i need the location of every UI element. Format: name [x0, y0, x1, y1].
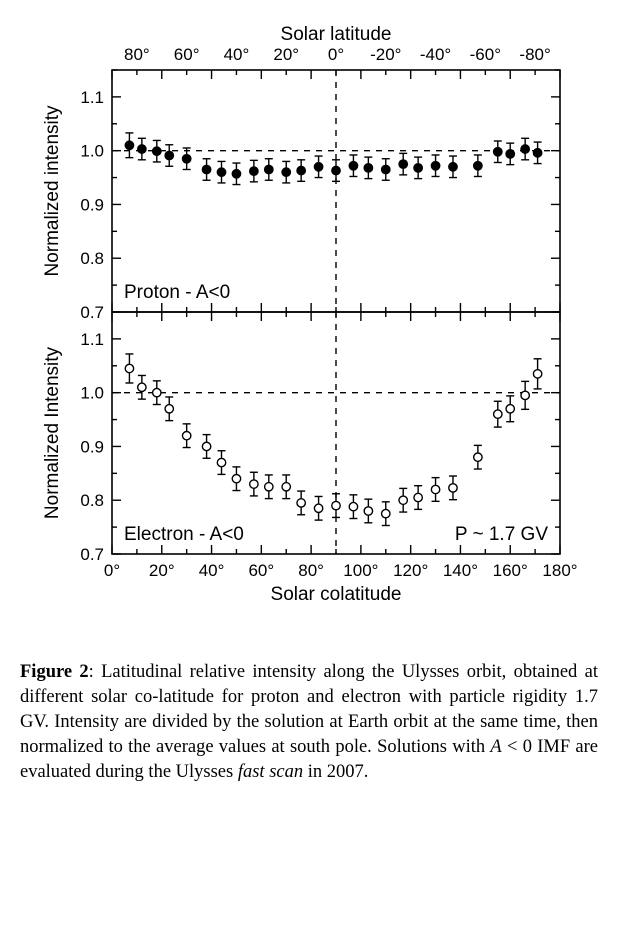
svg-text:140°: 140° — [443, 561, 478, 580]
svg-text:1.1: 1.1 — [80, 88, 104, 107]
caption-italic-fastscan: fast scan — [238, 762, 303, 782]
svg-text:180°: 180° — [542, 561, 577, 580]
svg-text:0.7: 0.7 — [80, 303, 104, 322]
svg-text:0.7: 0.7 — [80, 545, 104, 564]
svg-text:20°: 20° — [149, 561, 175, 580]
chart-svg: Solar latitude 0.7 0.8 0.9 1.0 1.1 80° 60° 40° 20… — [20, 20, 580, 630]
svg-text:100°: 100° — [343, 561, 378, 580]
svg-text:-80°: -80° — [519, 45, 550, 64]
svg-text:0.8: 0.8 — [80, 491, 104, 510]
svg-text:40°: 40° — [224, 45, 250, 64]
svg-text:0.8: 0.8 — [80, 249, 104, 268]
svg-text:-20°: -20° — [370, 45, 401, 64]
svg-text:-40°: -40° — [420, 45, 451, 64]
svg-text:0.9: 0.9 — [80, 437, 104, 456]
svg-text:1.1: 1.1 — [80, 330, 104, 349]
caption-italic-A: A — [490, 737, 501, 757]
svg-text:0°: 0° — [328, 45, 344, 64]
svg-text:40°: 40° — [199, 561, 225, 580]
svg-text:Solar latitude: Solar latitude — [281, 24, 392, 45]
svg-text:120°: 120° — [393, 561, 428, 580]
svg-text:0°: 0° — [104, 561, 120, 580]
svg-text:-60°: -60° — [470, 45, 501, 64]
svg-text:Electron - A<0: Electron - A<0 — [124, 524, 244, 545]
svg-text:60°: 60° — [174, 45, 200, 64]
chart-area: Solar latitude 0.7 0.8 0.9 1.0 1.1 80° 60° 40° 20… — [20, 20, 580, 630]
figure-container: Solar latitude 0.7 0.8 0.9 1.0 1.1 80° 60° 40° 20… — [20, 20, 598, 785]
svg-text:Solar colatitude: Solar colatitude — [271, 584, 402, 605]
figure-caption: Figure 2: Latitudinal relative intensity… — [20, 660, 598, 785]
caption-text-4: in 2007. — [303, 762, 368, 782]
svg-text:0.9: 0.9 — [80, 195, 104, 214]
svg-text:60°: 60° — [248, 561, 274, 580]
svg-text:Proton - A<0: Proton - A<0 — [124, 282, 230, 303]
svg-text:20°: 20° — [273, 45, 299, 64]
svg-text:Normalized intensity: Normalized intensity — [42, 105, 63, 277]
caption-fig-label: Figure 2 — [20, 662, 89, 682]
svg-text:P ~ 1.7 GV: P ~ 1.7 GV — [455, 524, 548, 545]
svg-text:1.0: 1.0 — [80, 142, 104, 161]
svg-text:80°: 80° — [298, 561, 324, 580]
svg-text:80°: 80° — [124, 45, 150, 64]
svg-text:160°: 160° — [493, 561, 528, 580]
svg-text:1.0: 1.0 — [80, 384, 104, 403]
svg-text:Normalized Intensity: Normalized Intensity — [42, 346, 63, 519]
